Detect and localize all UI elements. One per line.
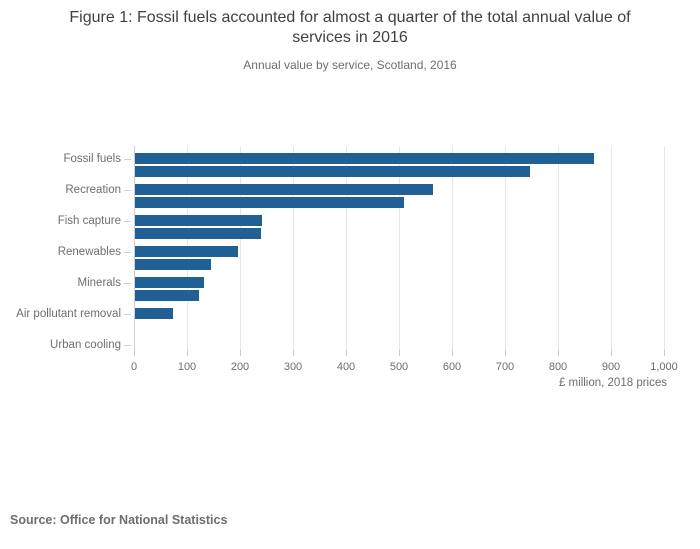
plot-area: Fossil fuels Recreation Fish capture Renewa… [16, 146, 678, 389]
x-axis-title: £ million, 2018 prices [558, 377, 667, 389]
x-tick-label: 500 [389, 361, 409, 373]
bar-minerals-lower-bar [135, 290, 199, 301]
y-axis-label: Fossil fuels [63, 152, 121, 165]
gridline [664, 146, 665, 350]
gridline [346, 146, 347, 350]
y-tick-mark [124, 189, 131, 191]
x-tick-label: 0 [130, 361, 138, 373]
y-axis-label: Fish capture [57, 214, 121, 227]
y-tick-mark [124, 313, 131, 315]
y-axis-label: Air pollutant removal [16, 307, 121, 320]
bar-recreation-lower-bar [135, 197, 404, 208]
y-tick-mark [124, 251, 131, 253]
bar-air-pollutant-removal-upper-bar [135, 308, 174, 319]
x-tick-mark [505, 350, 506, 356]
gridline [611, 146, 612, 350]
gridline [293, 146, 294, 350]
y-tick-mark [124, 158, 131, 160]
x-tick-label: 200 [230, 361, 250, 373]
gridline [505, 146, 506, 350]
chart-title: Figure 1: Fossil fuels accounted for alm… [69, 9, 631, 46]
bar-fish-capture-lower-bar [135, 228, 262, 239]
x-tick-label: 800 [548, 361, 568, 373]
y-axis-line [134, 146, 135, 350]
x-tick-mark [293, 350, 294, 356]
chart-subtitle: Annual value by service, Scotland, 2016 [243, 58, 457, 72]
bar-fish-capture-upper-bar [135, 215, 263, 226]
x-tick-mark [240, 350, 241, 356]
gridline [240, 146, 241, 350]
x-tick-label: 1,000 [650, 361, 678, 373]
y-tick-mark [124, 344, 131, 346]
x-tick-mark [187, 350, 188, 356]
x-tick-mark [399, 350, 400, 356]
y-axis-label: Renewables [57, 245, 121, 258]
y-axis-label: Urban cooling [50, 338, 121, 351]
gridline [452, 146, 453, 350]
bar-renewables-lower-bar [135, 259, 211, 270]
gridline [399, 146, 400, 350]
x-tick-label: 300 [283, 361, 303, 373]
x-tick-label: 700 [495, 361, 515, 373]
x-tick-mark [346, 350, 347, 356]
bar-renewables-upper-bar [135, 246, 239, 257]
x-tick-label: 400 [336, 361, 356, 373]
x-tick-label: 100 [177, 361, 197, 373]
x-tick-label: 900 [601, 361, 621, 373]
y-tick-mark [124, 220, 131, 222]
bar-fossil-fuels-upper-bar [135, 153, 595, 164]
bar-fossil-fuels-lower-bar [135, 166, 531, 177]
x-tick-label: 600 [442, 361, 462, 373]
x-tick-mark [664, 350, 665, 356]
y-tick-mark [124, 282, 131, 284]
y-axis-label: Recreation [65, 183, 121, 196]
x-tick-mark [452, 350, 453, 356]
bar-minerals-upper-bar [135, 277, 204, 288]
gridline [558, 146, 559, 350]
bar-recreation-upper-bar [135, 184, 433, 195]
x-tick-mark [134, 350, 135, 356]
source-text: Source: Office for National Statistics [10, 513, 228, 527]
y-axis-label: Minerals [77, 276, 121, 289]
x-tick-mark [558, 350, 559, 356]
x-tick-mark [611, 350, 612, 356]
